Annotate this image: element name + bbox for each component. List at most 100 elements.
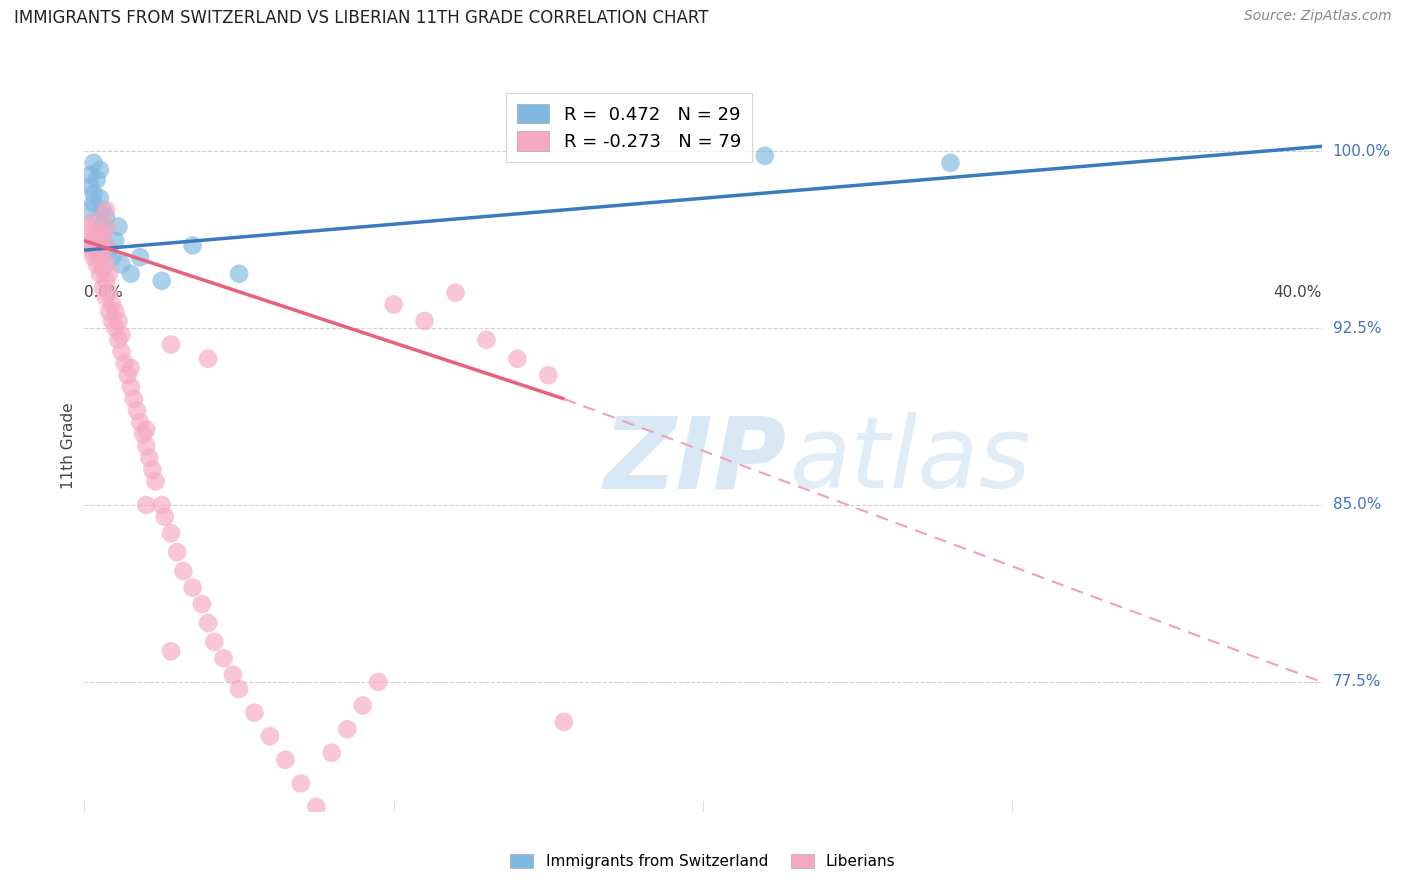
Point bbox=[83, 186, 105, 201]
Point bbox=[135, 439, 157, 453]
Text: 85.0%: 85.0% bbox=[1333, 498, 1381, 513]
Point bbox=[305, 800, 328, 814]
Point bbox=[98, 304, 121, 318]
Point bbox=[212, 651, 235, 665]
Point bbox=[104, 304, 127, 318]
Point bbox=[166, 545, 188, 559]
Point bbox=[150, 498, 173, 512]
Point bbox=[172, 564, 194, 578]
Point bbox=[76, 219, 98, 234]
Point bbox=[94, 238, 117, 252]
Text: 100.0%: 100.0% bbox=[1333, 144, 1391, 159]
Point bbox=[110, 257, 132, 271]
Point bbox=[243, 706, 266, 720]
Point bbox=[91, 202, 114, 217]
Point bbox=[98, 243, 121, 257]
Legend: Immigrants from Switzerland, Liberians: Immigrants from Switzerland, Liberians bbox=[505, 848, 901, 875]
Point bbox=[91, 243, 114, 257]
Point bbox=[413, 314, 436, 328]
Point bbox=[129, 416, 152, 430]
Point bbox=[94, 290, 117, 304]
Point bbox=[89, 163, 111, 178]
Point bbox=[191, 597, 214, 611]
Point bbox=[114, 356, 136, 370]
Point bbox=[83, 250, 105, 264]
Point bbox=[86, 215, 108, 229]
Point bbox=[444, 285, 467, 300]
Text: Source: ZipAtlas.com: Source: ZipAtlas.com bbox=[1244, 9, 1392, 23]
Point bbox=[101, 250, 124, 264]
Point bbox=[120, 267, 142, 281]
Point bbox=[181, 581, 204, 595]
Point bbox=[197, 615, 219, 630]
Point bbox=[754, 149, 776, 163]
Point bbox=[197, 351, 219, 366]
Point bbox=[135, 422, 157, 436]
Point bbox=[141, 462, 163, 476]
Point bbox=[222, 668, 245, 682]
Point bbox=[145, 475, 167, 489]
Point bbox=[939, 156, 962, 170]
Point bbox=[76, 202, 98, 217]
Point bbox=[86, 257, 108, 271]
Point bbox=[110, 328, 132, 343]
Point bbox=[89, 250, 111, 264]
Point bbox=[290, 776, 312, 790]
Point bbox=[352, 698, 374, 713]
Point bbox=[475, 333, 498, 347]
Point bbox=[153, 509, 176, 524]
Point bbox=[110, 344, 132, 359]
Point bbox=[86, 243, 108, 257]
Point bbox=[160, 337, 183, 351]
Point bbox=[83, 196, 105, 211]
Point bbox=[132, 427, 155, 442]
Point bbox=[160, 644, 183, 658]
Point bbox=[98, 267, 121, 281]
Point bbox=[98, 285, 121, 300]
Point bbox=[89, 267, 111, 281]
Point bbox=[506, 351, 529, 366]
Point bbox=[101, 297, 124, 311]
Point bbox=[122, 392, 145, 406]
Point bbox=[120, 380, 142, 394]
Point bbox=[107, 314, 129, 328]
Point bbox=[202, 635, 225, 649]
Text: atlas: atlas bbox=[790, 412, 1031, 509]
Text: 0.0%: 0.0% bbox=[84, 285, 124, 300]
Point bbox=[94, 274, 117, 288]
Point bbox=[86, 172, 108, 186]
Point bbox=[382, 297, 405, 311]
Point bbox=[83, 215, 105, 229]
Point bbox=[89, 191, 111, 205]
Text: IMMIGRANTS FROM SWITZERLAND VS LIBERIAN 11TH GRADE CORRELATION CHART: IMMIGRANTS FROM SWITZERLAND VS LIBERIAN … bbox=[14, 9, 709, 27]
Point bbox=[125, 403, 148, 417]
Point bbox=[228, 681, 250, 696]
Point bbox=[79, 243, 101, 257]
Point bbox=[83, 234, 105, 248]
Point bbox=[104, 321, 127, 335]
Point bbox=[274, 753, 297, 767]
Point bbox=[83, 156, 105, 170]
Point bbox=[101, 314, 124, 328]
Point bbox=[553, 714, 575, 729]
Legend: R =  0.472   N = 29, R = -0.273   N = 79: R = 0.472 N = 29, R = -0.273 N = 79 bbox=[506, 93, 752, 161]
Point bbox=[181, 238, 204, 252]
Text: 40.0%: 40.0% bbox=[1274, 285, 1322, 300]
Point bbox=[259, 729, 281, 743]
Point bbox=[86, 227, 108, 241]
Point bbox=[160, 526, 183, 541]
Text: ZIP: ZIP bbox=[605, 412, 787, 509]
Point bbox=[104, 234, 127, 248]
Point bbox=[107, 219, 129, 234]
Point bbox=[79, 227, 101, 241]
Point bbox=[120, 361, 142, 376]
Text: 92.5%: 92.5% bbox=[1333, 320, 1381, 335]
Point bbox=[107, 333, 129, 347]
Point bbox=[135, 498, 157, 512]
Point bbox=[537, 368, 560, 383]
Point bbox=[336, 722, 359, 736]
Point bbox=[89, 234, 111, 248]
Point bbox=[89, 227, 111, 241]
Point bbox=[94, 202, 117, 217]
Point bbox=[367, 675, 389, 690]
